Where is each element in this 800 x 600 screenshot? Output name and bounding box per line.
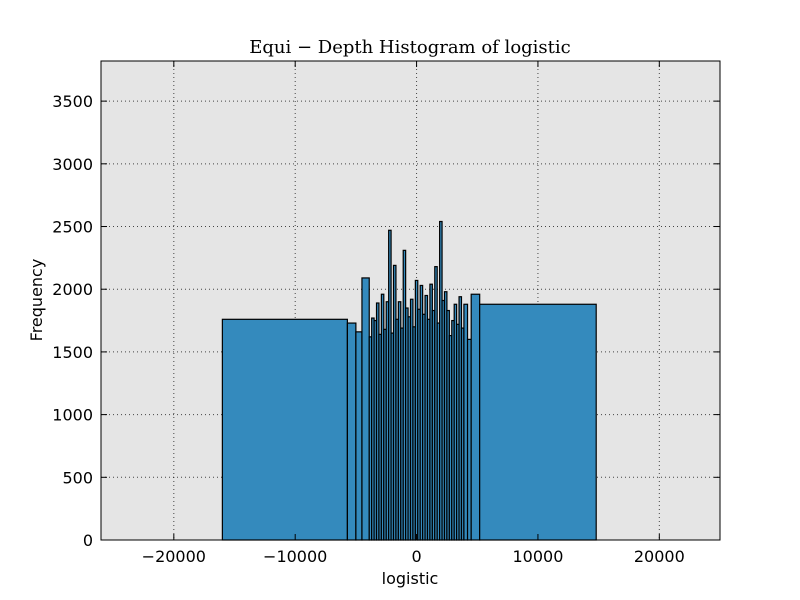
- plot-frame: [100, 60, 721, 541]
- y-tick-label: 3000: [52, 155, 93, 174]
- chart-title: Equi − Depth Histogram of logistic: [249, 37, 571, 58]
- y-axis-ticks: 0 500 1000 1500 2000 2500 3000 3500: [52, 92, 720, 550]
- y-axis-label: Frequency: [27, 259, 46, 342]
- x-tick-label: −10000: [263, 547, 327, 566]
- histogram-bar: [361, 277, 370, 541]
- y-tick-label: 1500: [52, 343, 93, 362]
- histogram-bar: [470, 293, 481, 541]
- x-tick-label: 20000: [634, 547, 685, 566]
- y-tick-label: 2000: [52, 280, 93, 299]
- y-tick-label: 1000: [52, 406, 93, 425]
- histogram-bar: [479, 303, 597, 541]
- y-tick-label: 0: [83, 531, 93, 550]
- histogram-bar: [346, 322, 357, 541]
- x-tick-label: −20000: [142, 547, 206, 566]
- x-axis-label: logistic: [382, 569, 439, 588]
- y-tick-label: 500: [62, 468, 93, 487]
- x-axis-ticks: −20000 −10000 0 10000 20000: [142, 61, 685, 566]
- y-tick-label: 3500: [52, 92, 93, 111]
- y-tick-label: 2500: [52, 218, 93, 237]
- histogram-bar: [355, 331, 363, 541]
- histogram-bar: [221, 318, 348, 541]
- x-tick-label: 0: [411, 547, 421, 566]
- bars: [221, 220, 597, 541]
- x-tick-label: 10000: [512, 547, 563, 566]
